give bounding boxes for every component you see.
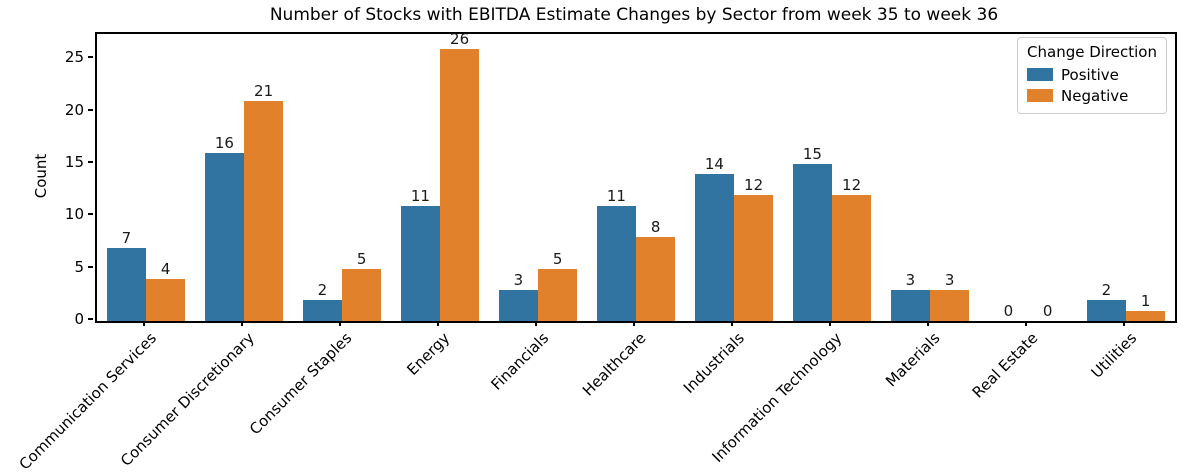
legend-item-label: Positive: [1061, 65, 1119, 84]
legend-item-positive: Positive: [1027, 64, 1157, 85]
bar-value-label: 14: [704, 155, 724, 174]
x-tick-mark: [829, 321, 831, 326]
bar-negative: [734, 195, 774, 321]
bar-negative: [342, 268, 382, 321]
bar-value-label: 3: [944, 270, 955, 289]
x-tick-mark: [241, 321, 243, 326]
bar-value-label: 12: [744, 176, 764, 195]
y-tick-label: 15: [64, 152, 84, 171]
x-tick-mark: [633, 321, 635, 326]
x-tick-mark: [1123, 321, 1125, 326]
bar-positive: [1086, 300, 1126, 321]
bar-positive: [890, 289, 930, 321]
x-tick-label: Consumer Staples: [246, 329, 356, 439]
y-tick-label: 0: [74, 310, 84, 328]
x-tick-label: Energy: [403, 329, 454, 379]
bar-value-label: 5: [552, 249, 563, 268]
bar-negative: [244, 101, 284, 321]
legend-title: Change Direction: [1027, 43, 1157, 61]
bar-value-label: 12: [842, 176, 862, 195]
bar-positive: [400, 205, 440, 321]
bar-value-label: 26: [450, 29, 470, 48]
bar-value-label: 5: [356, 249, 367, 268]
x-tick-mark: [339, 321, 341, 326]
y-tick-mark: [88, 56, 93, 59]
legend: Change Direction Positive Negative: [1017, 37, 1167, 114]
bar-value-label: 0: [1042, 302, 1053, 320]
legend-swatch-negative: [1027, 89, 1054, 102]
x-tick-label: Financials: [487, 329, 552, 394]
x-tick-mark: [437, 321, 439, 326]
bar-positive: [694, 174, 734, 321]
x-tick-label: Industrials: [679, 329, 748, 398]
bar-value-label: 4: [160, 260, 171, 279]
x-tick-label: Utilities: [1087, 329, 1140, 382]
y-tick-label: 20: [64, 100, 84, 119]
bar-negative: [538, 268, 578, 321]
bar-value-label: 7: [121, 228, 132, 247]
bar-positive: [596, 205, 636, 321]
bar-value-label: 1: [1140, 291, 1151, 310]
bar-positive: [792, 163, 832, 321]
bar-value-label: 11: [410, 186, 430, 205]
bar-value-label: 2: [1101, 281, 1112, 300]
bar-value-label: 2: [317, 281, 328, 300]
y-tick-label: 25: [64, 48, 84, 67]
bar-value-label: 3: [513, 270, 524, 289]
chart-root: Number of Stocks with EBITDA Estimate Ch…: [15, 5, 1177, 473]
bar-negative: [440, 48, 480, 321]
y-tick-label: 5: [74, 257, 84, 276]
y-tick-label: 10: [64, 205, 84, 224]
legend-item-negative: Negative: [1027, 85, 1157, 106]
bar-value-label: 3: [905, 270, 916, 289]
chart-title: Number of Stocks with EBITDA Estimate Ch…: [269, 5, 999, 25]
bar-negative: [832, 195, 872, 321]
x-tick-label: Materials: [882, 329, 944, 391]
bar-value-label: 21: [254, 82, 274, 101]
y-tick-mark: [88, 213, 93, 216]
y-tick-mark: [88, 265, 93, 268]
y-tick-mark: [88, 108, 93, 111]
bar-negative: [930, 289, 970, 321]
plot-area: 7 16 2 11 3 11 14 15 3 0 2 4 21 5 26 5 8 12 12 3 0 1: [95, 29, 1177, 323]
x-tick-label: Real Estate: [969, 329, 1042, 402]
bar-value-label: 8: [650, 218, 661, 237]
bar-positive: [204, 153, 244, 321]
bar-value-label: 11: [606, 186, 626, 205]
bar-value-label: 15: [802, 144, 822, 163]
bar-negative: [636, 237, 676, 321]
x-tick-mark: [535, 321, 537, 326]
bar-negative: [146, 279, 186, 321]
x-tick-mark: [1025, 321, 1027, 326]
legend-swatch-positive: [1027, 68, 1054, 81]
bar-positive: [106, 247, 146, 321]
bar-positive: [302, 300, 342, 321]
bar-value-label: 0: [1003, 302, 1014, 320]
legend-item-label: Negative: [1061, 86, 1129, 105]
x-tick-label: Healthcare: [579, 329, 650, 400]
x-tick-mark: [927, 321, 929, 326]
x-tick-mark: [143, 321, 145, 326]
x-tick-mark: [731, 321, 733, 326]
y-tick-mark: [88, 318, 93, 320]
y-tick-mark: [88, 160, 93, 163]
bar-negative: [1126, 310, 1166, 321]
bar-positive: [498, 289, 538, 321]
bar-value-label: 16: [214, 134, 234, 153]
